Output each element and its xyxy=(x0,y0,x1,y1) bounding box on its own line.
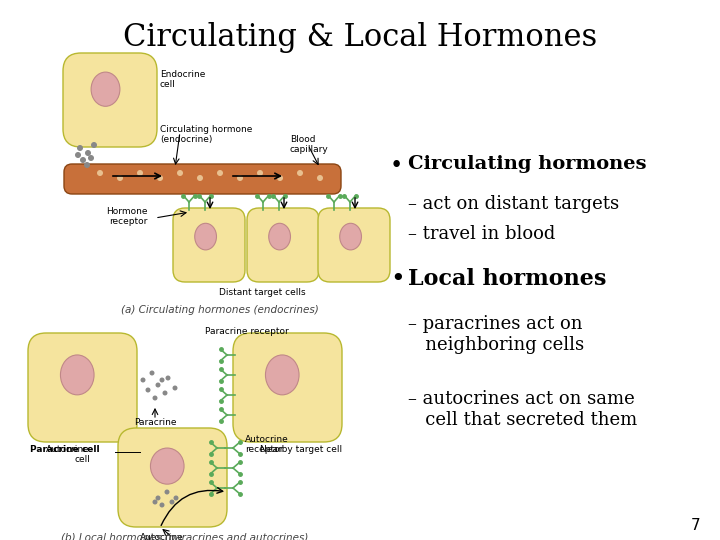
Circle shape xyxy=(317,175,323,181)
Text: Hormone
receptor: Hormone receptor xyxy=(107,207,148,226)
Circle shape xyxy=(137,170,143,176)
FancyBboxPatch shape xyxy=(247,208,319,282)
Circle shape xyxy=(140,377,145,382)
Circle shape xyxy=(277,175,283,181)
Text: Paracrine: Paracrine xyxy=(134,418,176,427)
Ellipse shape xyxy=(269,224,290,250)
Circle shape xyxy=(166,375,171,381)
Circle shape xyxy=(163,390,168,395)
Circle shape xyxy=(117,175,123,181)
Ellipse shape xyxy=(91,72,120,106)
Text: Nearby target cell: Nearby target cell xyxy=(260,445,342,454)
Circle shape xyxy=(169,500,174,504)
Text: Circulating hormones: Circulating hormones xyxy=(408,155,647,173)
Circle shape xyxy=(177,170,183,176)
Text: •: • xyxy=(390,268,405,291)
Circle shape xyxy=(174,496,179,501)
Ellipse shape xyxy=(194,224,217,250)
Ellipse shape xyxy=(340,224,361,250)
Circle shape xyxy=(173,386,178,390)
FancyBboxPatch shape xyxy=(63,53,157,147)
Text: (a) Circulating hormones (endocrines): (a) Circulating hormones (endocrines) xyxy=(121,305,319,315)
Circle shape xyxy=(197,175,203,181)
Text: Autocrine
receptor: Autocrine receptor xyxy=(245,435,289,454)
Circle shape xyxy=(156,496,161,501)
Ellipse shape xyxy=(60,355,94,395)
Ellipse shape xyxy=(150,448,184,484)
Text: Endocrine
cell: Endocrine cell xyxy=(160,70,205,90)
Text: – act on distant targets: – act on distant targets xyxy=(408,195,619,213)
Circle shape xyxy=(156,382,161,388)
Circle shape xyxy=(153,395,158,401)
FancyBboxPatch shape xyxy=(118,428,227,527)
Circle shape xyxy=(297,170,303,176)
Circle shape xyxy=(77,145,83,151)
Text: Autocrine
cell: Autocrine cell xyxy=(46,445,90,464)
Circle shape xyxy=(150,370,155,375)
Ellipse shape xyxy=(266,355,299,395)
Text: Circulating hormone
(endocrine): Circulating hormone (endocrine) xyxy=(160,125,253,144)
Text: Paracrine cell: Paracrine cell xyxy=(30,445,99,454)
FancyBboxPatch shape xyxy=(28,333,137,442)
Circle shape xyxy=(157,175,163,181)
Circle shape xyxy=(97,170,103,176)
Circle shape xyxy=(80,157,86,163)
FancyBboxPatch shape xyxy=(64,164,341,194)
Circle shape xyxy=(164,489,169,495)
Circle shape xyxy=(160,503,164,508)
Text: – paracrines act on
   neighboring cells: – paracrines act on neighboring cells xyxy=(408,315,584,354)
Circle shape xyxy=(145,388,150,393)
Text: Local hormones: Local hormones xyxy=(408,268,606,290)
Text: – autocrines act on same
   cell that secreted them: – autocrines act on same cell that secre… xyxy=(408,390,637,429)
Text: (b) Local hormones (paracrines and autocrines): (b) Local hormones (paracrines and autoc… xyxy=(61,533,309,540)
Text: Autocrine: Autocrine xyxy=(140,533,184,540)
FancyBboxPatch shape xyxy=(173,208,245,282)
Text: – travel in blood: – travel in blood xyxy=(408,225,555,243)
FancyBboxPatch shape xyxy=(318,208,390,282)
Text: Distant target cells: Distant target cells xyxy=(219,288,305,297)
Circle shape xyxy=(85,150,91,156)
Text: Blood
capillary: Blood capillary xyxy=(290,135,329,154)
Circle shape xyxy=(217,170,223,176)
Circle shape xyxy=(160,377,164,382)
Text: •: • xyxy=(390,155,403,177)
Circle shape xyxy=(88,155,94,161)
Circle shape xyxy=(91,142,97,148)
Text: 7: 7 xyxy=(690,518,700,533)
Circle shape xyxy=(237,175,243,181)
Text: Circulating & Local Hormones: Circulating & Local Hormones xyxy=(123,22,597,53)
Circle shape xyxy=(153,500,158,504)
FancyBboxPatch shape xyxy=(233,333,342,442)
Text: Paracrine receptor: Paracrine receptor xyxy=(205,327,289,336)
Circle shape xyxy=(75,152,81,158)
Circle shape xyxy=(84,162,90,168)
Circle shape xyxy=(257,170,263,176)
